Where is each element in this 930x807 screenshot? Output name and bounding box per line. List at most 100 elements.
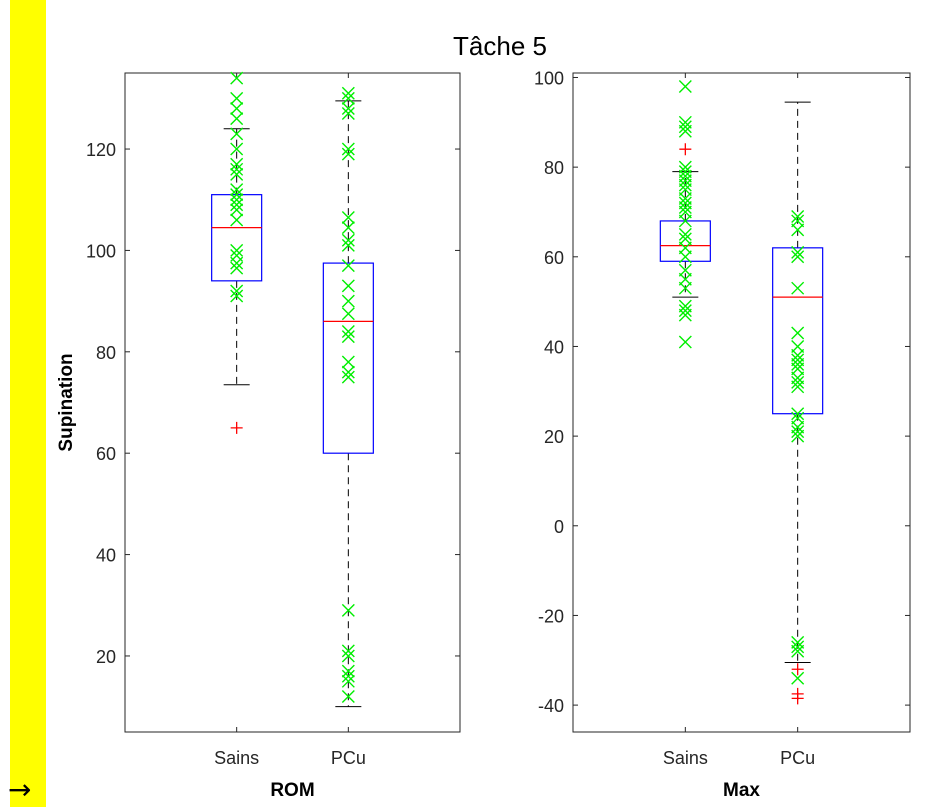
data-point — [341, 107, 355, 121]
data-point — [791, 223, 805, 237]
data-point — [678, 281, 692, 295]
data-point — [678, 250, 692, 264]
data-point — [341, 86, 355, 100]
y-tick-label: 100 — [86, 241, 116, 261]
x-axis-label: Max — [723, 780, 760, 801]
data-point — [341, 674, 355, 688]
data-point — [341, 221, 355, 235]
data-point — [341, 210, 355, 224]
data-point — [678, 124, 692, 138]
y-tick-label: 0 — [554, 517, 564, 537]
y-tick-label: 40 — [96, 546, 116, 566]
outlier-marker — [791, 692, 804, 705]
data-point — [791, 429, 805, 443]
y-tick-label: 40 — [544, 337, 564, 357]
data-point — [341, 147, 355, 161]
data-point — [791, 640, 805, 654]
yellow-side-stripe — [10, 0, 46, 807]
y-tick-label: 60 — [96, 444, 116, 464]
data-point — [230, 213, 244, 227]
box-iqr — [659, 220, 711, 262]
data-point — [341, 690, 355, 704]
panel-rom: 20 40 60 80 100 120 Sains PCu ROM Supination — [56, 71, 461, 801]
data-point — [678, 304, 692, 318]
data-point — [230, 162, 244, 176]
data-point — [341, 644, 355, 658]
y-tick-label: 120 — [86, 140, 116, 160]
data-point — [341, 238, 355, 252]
data-point — [341, 325, 355, 339]
data-point — [230, 167, 244, 181]
x-category-label: PCu — [331, 748, 366, 768]
y-tick-label: 80 — [96, 343, 116, 363]
data-point — [230, 127, 244, 141]
data-point — [791, 425, 805, 439]
data-point — [341, 233, 355, 247]
data-point — [341, 603, 355, 617]
data-point — [341, 669, 355, 683]
y-axis-label: Supination — [56, 353, 77, 451]
data-point — [341, 330, 355, 344]
data-point — [341, 294, 355, 308]
data-point — [341, 664, 355, 678]
data-point — [230, 188, 244, 202]
data-point — [230, 198, 244, 212]
data-point — [678, 335, 692, 349]
data-point — [791, 281, 805, 295]
data-point — [341, 259, 355, 273]
data-point — [678, 214, 692, 228]
data-point — [341, 279, 355, 293]
y-tick-label: 20 — [544, 427, 564, 447]
data-point — [230, 112, 244, 126]
outlier-marker — [230, 421, 243, 434]
panel-max: -40 -20 0 20 40 60 80 100 Sains PCu Max — [534, 68, 911, 801]
data-point — [791, 407, 805, 421]
data-point — [791, 250, 805, 264]
data-point — [791, 357, 805, 371]
data-point — [230, 101, 244, 115]
data-point — [791, 671, 805, 685]
data-point — [341, 649, 355, 663]
data-point — [341, 370, 355, 384]
data-point — [678, 200, 692, 214]
arrow-right-icon: → — [8, 773, 32, 806]
data-point — [791, 644, 805, 658]
y-tick-label: 100 — [534, 68, 564, 88]
x-category-label: Sains — [214, 748, 259, 768]
box-iqr — [322, 262, 374, 454]
data-point — [341, 365, 355, 379]
data-point — [791, 326, 805, 340]
y-tick-label: 20 — [96, 647, 116, 667]
data-point — [230, 71, 244, 85]
data-point — [791, 380, 805, 394]
data-point — [791, 245, 805, 259]
data-point — [341, 91, 355, 105]
data-point — [230, 157, 244, 171]
plot-axes-box — [124, 72, 461, 733]
box-iqr — [772, 247, 824, 415]
data-point — [678, 227, 692, 241]
data-point — [341, 142, 355, 156]
y-tick-label: -20 — [538, 606, 564, 626]
plot-axes-box — [572, 72, 911, 733]
data-point — [230, 203, 244, 217]
outlier-marker — [679, 143, 692, 156]
y-tick-label: 60 — [544, 248, 564, 268]
data-point — [678, 178, 692, 192]
data-point — [230, 284, 244, 298]
data-point — [678, 308, 692, 322]
data-point — [230, 142, 244, 156]
data-point — [341, 307, 355, 321]
outlier-marker — [791, 663, 804, 676]
data-point — [230, 289, 244, 303]
data-point — [791, 209, 805, 223]
data-point — [230, 193, 244, 207]
data-point — [341, 101, 355, 115]
x-category-label: PCu — [780, 748, 815, 768]
data-point — [230, 243, 244, 257]
y-tick-label: -40 — [538, 696, 564, 716]
y-tick-label: 80 — [544, 158, 564, 178]
data-point — [791, 375, 805, 389]
data-point — [230, 91, 244, 105]
